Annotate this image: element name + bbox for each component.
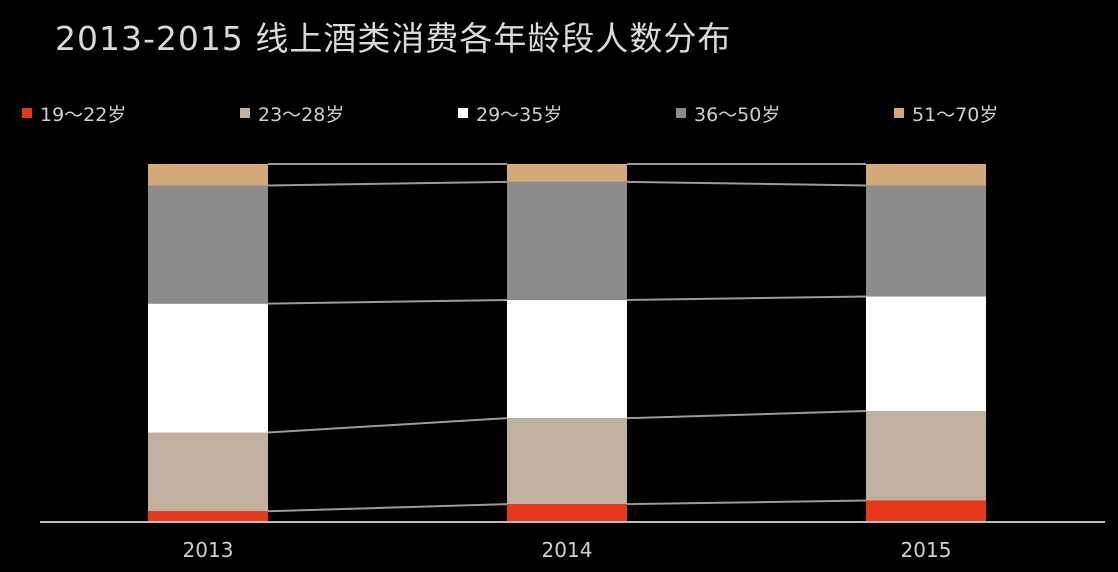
bar-segment (507, 300, 627, 419)
legend: 19～22岁 23～28岁 29～35岁 36～50岁 51～70岁 (22, 98, 1112, 128)
bar-segment (148, 511, 268, 522)
legend-label: 36～50岁 (694, 103, 781, 126)
legend-swatch (240, 108, 250, 118)
legend-swatch (458, 108, 468, 118)
x-tick-label: 2013 (183, 538, 234, 562)
legend-item: 23～28岁 (240, 98, 458, 128)
bar-segment (148, 432, 268, 512)
connector-line (267, 299, 508, 305)
x-tick-label: 2014 (542, 538, 593, 562)
connector-line (626, 180, 867, 187)
bar-segment (148, 303, 268, 433)
bar-segment (866, 185, 986, 297)
legend-item: 19～22岁 (22, 98, 240, 128)
legend-label: 51～70岁 (912, 103, 999, 126)
legend-item: 51～70岁 (894, 98, 1112, 128)
connector-line (626, 499, 867, 506)
connector-line (626, 410, 867, 420)
connector-line (267, 180, 508, 187)
x-tick-label: 2015 (901, 538, 952, 562)
bar-segment (866, 164, 986, 186)
bar-segment (866, 411, 986, 501)
connector-line (626, 295, 867, 302)
legend-item: 29～35岁 (458, 98, 676, 128)
bar-segment (507, 164, 627, 182)
legend-label: 19～22岁 (40, 103, 127, 126)
bar-segment (507, 181, 627, 301)
connector-line (267, 417, 508, 434)
bar-segment (507, 418, 627, 505)
connector-line (267, 503, 508, 513)
bar-segment (866, 500, 986, 522)
legend-label: 23～28岁 (258, 103, 345, 126)
legend-swatch (894, 108, 904, 118)
chart-title: 2013-2015 线上酒类消费各年龄段人数分布 (55, 19, 732, 58)
bar-segment (866, 296, 986, 412)
legend-swatch (676, 108, 686, 118)
legend-item: 36～50岁 (676, 98, 894, 128)
bar-segment (507, 504, 627, 522)
bar-segment (148, 164, 268, 186)
legend-label: 29～35岁 (476, 103, 563, 126)
legend-swatch (22, 108, 32, 118)
bar-segment (148, 185, 268, 304)
